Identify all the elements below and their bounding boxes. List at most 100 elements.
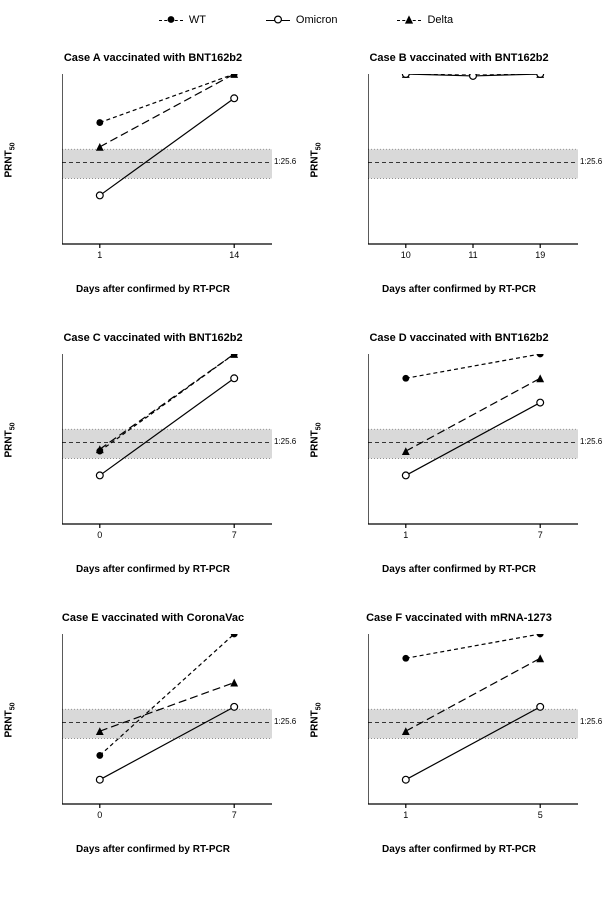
x-tick-label: 0	[97, 530, 102, 540]
series-marker	[96, 776, 103, 783]
x-axis-label: Days after confirmed by RT-PCR	[306, 284, 612, 295]
x-tick-label: 7	[538, 530, 543, 540]
reference-label: 1:25.6	[580, 157, 602, 166]
panel-title: Case E vaccinated with CoronaVac	[0, 612, 306, 624]
legend-marker	[166, 14, 176, 27]
legend-line	[266, 20, 290, 21]
x-tick-label: 7	[232, 810, 237, 820]
reference-band	[368, 149, 578, 178]
reference-label: 1:25.6	[274, 717, 296, 726]
panel-title: Case D vaccinated with BNT162b2	[306, 332, 612, 344]
y-axis-label: PRNT50	[4, 702, 17, 737]
series-line	[100, 378, 234, 475]
x-tick-label: 7	[232, 530, 237, 540]
panel-title: Case F vaccinated with mRNA-1273	[306, 612, 612, 624]
series-marker	[96, 192, 103, 199]
x-axis-label: Days after confirmed by RT-PCR	[0, 564, 306, 575]
plot-svg: 0<1:101:101:201:401:801:160≥1:32017	[368, 354, 608, 564]
x-tick-label: 1	[403, 530, 408, 540]
series-line	[406, 634, 540, 658]
plot-area: 0<1:101:101:201:401:801:160≥1:320071:25.…	[62, 634, 272, 824]
plot-area: 0<1:101:101:201:401:801:160≥1:320151:25.…	[368, 634, 578, 824]
series-line	[100, 74, 234, 123]
legend-label: WT	[189, 14, 206, 26]
series-marker	[536, 374, 544, 382]
y-axis-label: PRNT50	[310, 142, 323, 177]
series-marker	[402, 655, 409, 662]
series-marker	[537, 354, 544, 357]
panel-grid: Case A vaccinated with BNT162b2 PRNT50 Day…	[0, 40, 612, 880]
series-marker	[402, 375, 409, 382]
series-line	[100, 74, 234, 147]
panel: Case B vaccinated with BNT162b2 PRNT50 Day…	[306, 40, 612, 320]
y-axis-label: PRNT50	[310, 702, 323, 737]
plot-svg: 0<1:101:101:201:401:801:160≥1:320101119	[368, 74, 608, 284]
legend-item: WT	[159, 8, 206, 32]
series-marker	[402, 74, 409, 77]
series-line	[406, 354, 540, 378]
x-tick-label: 5	[538, 810, 543, 820]
panel-title: Case C vaccinated with BNT162b2	[0, 332, 306, 344]
x-tick-label: 19	[535, 250, 545, 260]
x-axis-label: Days after confirmed by RT-PCR	[0, 844, 306, 855]
series-marker	[537, 634, 544, 637]
panel: Case D vaccinated with BNT162b2 PRNT50 Day…	[306, 320, 612, 600]
reference-label: 1:25.6	[274, 437, 296, 446]
plot-svg: 0<1:101:101:201:401:801:160≥1:32007	[62, 354, 302, 564]
reference-label: 1:25.6	[580, 717, 602, 726]
series-marker	[402, 776, 409, 783]
reference-band	[62, 429, 272, 458]
series-marker	[402, 472, 409, 479]
reference-label: 1:25.6	[580, 437, 602, 446]
panel-title: Case A vaccinated with BNT162b2	[0, 52, 306, 64]
series-marker	[537, 703, 544, 710]
plot-area: 0<1:101:101:201:401:801:160≥1:3201141:25…	[62, 74, 272, 264]
y-axis-label: PRNT50	[310, 422, 323, 457]
reference-band	[368, 709, 578, 738]
legend-marker	[404, 14, 414, 27]
plot-svg: 0<1:101:101:201:401:801:160≥1:32007	[62, 634, 302, 844]
series-marker	[231, 703, 238, 710]
legend-line	[159, 20, 183, 21]
plot-svg: 0<1:101:101:201:401:801:160≥1:32015	[368, 634, 608, 844]
panel-title: Case B vaccinated with BNT162b2	[306, 52, 612, 64]
plot-area: 0<1:101:101:201:401:801:160≥1:320071:25.…	[62, 354, 272, 544]
x-axis-label: Days after confirmed by RT-PCR	[306, 844, 612, 855]
x-tick-label: 1	[97, 250, 102, 260]
panel: Case E vaccinated with CoronaVac PRNT50 Da…	[0, 600, 306, 880]
legend-line	[397, 20, 421, 21]
series-marker	[537, 399, 544, 406]
legend-label: Delta	[427, 14, 453, 26]
x-tick-label: 1	[403, 810, 408, 820]
series-marker	[96, 752, 103, 759]
reference-band	[368, 429, 578, 458]
reference-band	[62, 709, 272, 738]
reference-label: 1:25.6	[274, 157, 296, 166]
x-tick-label: 14	[229, 250, 239, 260]
reference-band	[62, 149, 272, 178]
series-marker	[96, 119, 103, 126]
legend-item: Delta	[397, 8, 453, 32]
legend: WTOmicronDelta	[0, 8, 612, 32]
series-marker	[231, 375, 238, 382]
series-line	[100, 98, 234, 195]
plot-area: 0<1:101:101:201:401:801:160≥1:3201011191…	[368, 74, 578, 264]
series-marker	[230, 679, 238, 687]
panel: Case C vaccinated with BNT162b2PRNT50Day…	[0, 320, 306, 600]
plot-area: 0<1:101:101:201:401:801:160≥1:320171:25.…	[368, 354, 578, 544]
series-marker	[537, 74, 544, 77]
legend-marker	[273, 14, 283, 27]
plot-svg: 0<1:101:101:201:401:801:160≥1:320114	[62, 74, 302, 284]
x-tick-label: 0	[97, 810, 102, 820]
page: WTOmicronDelta Case A vaccinated with BN…	[0, 0, 612, 900]
series-marker	[96, 472, 103, 479]
panel: Case F vaccinated with mRNA-1273 PRNT50 Da…	[306, 600, 612, 880]
series-marker	[231, 95, 238, 102]
series-marker	[536, 654, 544, 662]
series-marker	[96, 143, 104, 151]
series-marker	[96, 448, 103, 455]
y-axis-label: PRNT50	[4, 142, 17, 177]
x-tick-label: 10	[401, 250, 411, 260]
x-axis-label: Days after confirmed by RT-PCR	[306, 564, 612, 575]
x-axis-label: Days after confirmed by RT-PCR	[0, 284, 306, 295]
